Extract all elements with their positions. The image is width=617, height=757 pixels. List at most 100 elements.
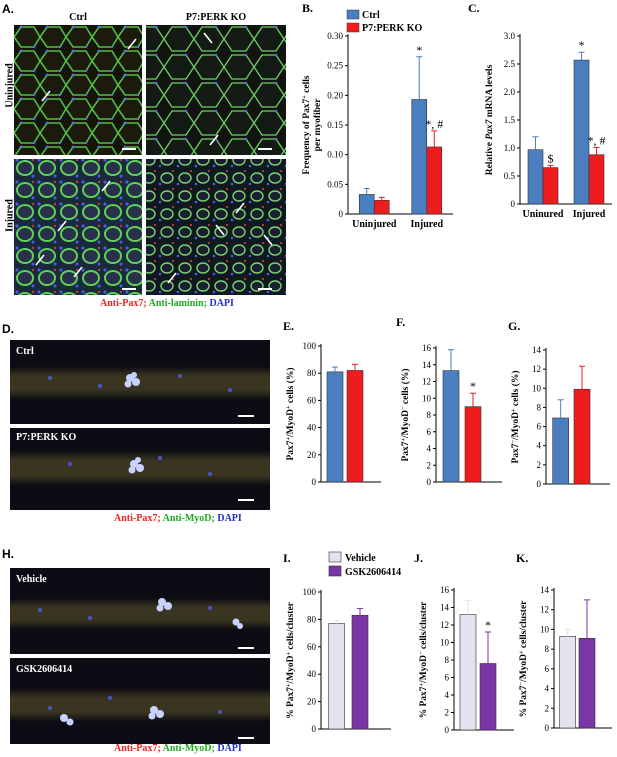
chart-b-ylabel-seg: cells [302, 75, 312, 95]
chart-k-ylabel-seg: % Pax7 [519, 685, 529, 717]
y-tick-label: 2.0 [504, 87, 516, 97]
chart-f-ylabel-seg: − [401, 406, 407, 410]
chart-j-letter: J. [414, 551, 423, 565]
chart-k-ylabel-seg: + [519, 650, 525, 654]
chart-e-ylabel-seg: + [286, 405, 292, 409]
y-tick-label: 3.0 [504, 31, 516, 41]
chart-g-ylabel-line: Pax7−/MyoD+ cells (%) [510, 370, 521, 463]
y-tick-label: 6 [545, 664, 550, 674]
y-tick-label: 0 [445, 725, 450, 735]
micrograph-ctrl-uninjured [14, 25, 142, 155]
panel-d-micrographs [10, 340, 270, 510]
chart-g-ylabel-seg: Pax7 [511, 443, 521, 463]
chart-b-letter: B. [302, 1, 313, 15]
legend-swatch [328, 551, 342, 563]
y-tick-label: 10 [532, 383, 542, 393]
y-tick-label: 0.15 [327, 120, 343, 130]
stain-legend-pax7: Anti-Pax7; [100, 298, 147, 309]
significance-marker: $ [548, 151, 554, 165]
x-category-label: Injured [410, 219, 443, 230]
chart-j: J. 0 2 4 6 8 10 12 14 16 % Pax7+/MyoD− cells/clust… [414, 551, 514, 735]
bar [552, 417, 569, 485]
panel-d-image-label-ctrl: Ctrl [16, 346, 34, 357]
panel-h-stain-legend: Anti-Pax7; Anti-MyoD; DAPI [114, 743, 242, 754]
panel-d-letter: D. [2, 322, 14, 336]
panel-h-letter: H. [2, 547, 14, 561]
chart-g-ylabel-seg: + [511, 408, 517, 412]
bar [559, 636, 576, 729]
y-tick-label: 10 [422, 393, 432, 403]
y-tick-label: 0.20 [327, 90, 343, 100]
chart-i-ylabel-seg: % Pax7 [286, 687, 296, 719]
stain-legend-laminin: Anti-laminin; [146, 298, 207, 309]
bar-p7-perk-ko [426, 146, 443, 215]
bar [328, 623, 345, 730]
panel-h-image-label-vehicle: Vehicle [16, 574, 47, 585]
bar [459, 614, 477, 731]
chart-j-ylabel-seg: − [419, 651, 425, 655]
chart-g: G. 0 2 4 6 8 10 12 14 Pax7−/MyoD+ cells (%) [508, 320, 610, 489]
stain-legend-myod: Anti-MyoD; [160, 743, 215, 754]
chart-g-ylabel-seg: − [511, 439, 517, 443]
chart-b-ylabel: per myofiber [313, 98, 323, 152]
chart-b-ylabel: Frequency of Pax7+ cells [302, 75, 312, 174]
panel-h-micrographs [10, 568, 270, 744]
chart-b-ylabel-line: Frequency of Pax7+ cells [302, 75, 312, 174]
y-tick-label: 10 [440, 638, 450, 648]
y-tick-label: 12 [540, 605, 549, 615]
y-tick-label: 16 [440, 585, 450, 595]
chart-k-ylabel-seg: cells/cluster [519, 600, 529, 651]
chart-g-ylabel-seg: cells (%) [510, 370, 521, 408]
y-tick-label: 6 [537, 422, 542, 432]
y-tick-label: 60 [307, 642, 317, 652]
bar-ctrl [573, 59, 590, 205]
panel-a-letter: A. [2, 2, 14, 16]
chart-c-ylabel-line: Relative Pax7 mRNA levels [485, 64, 495, 175]
y-tick-label: 1.5 [504, 115, 516, 125]
bar [442, 370, 460, 483]
arrow-markers [35, 32, 273, 284]
micrograph-ctrl-injured [14, 159, 142, 295]
chart-f-ylabel-seg: cells (%) [400, 368, 411, 406]
y-tick-label: 0 [312, 477, 317, 487]
chart-e-ylabel: Pax7+/MyoD+ cells (%) [285, 367, 296, 460]
chart-c-letter: C. [468, 1, 480, 15]
y-tick-label: 0.5 [504, 171, 516, 181]
x-category-label: Injured [573, 209, 606, 220]
chart-f-ylabel: Pax7+/MyoD− cells (%) [400, 368, 411, 461]
y-tick-label: 8 [427, 410, 432, 420]
chart-f-ylabel-seg: + [401, 437, 407, 441]
panel-a-col-label-ko: P7:PERK KO [185, 12, 247, 23]
stain-legend-pax7: Anti-Pax7; [114, 743, 161, 754]
y-tick-label: 10 [540, 624, 550, 634]
chart-c: C. 0 0.5 1.0 1.5 2.0 2.5 3.0 Relative Pax7 mRNA … [468, 1, 612, 220]
panel-d-image-label-ko: P7:PERK KO [16, 432, 77, 443]
y-tick-label: 14 [540, 585, 550, 595]
bar [578, 638, 596, 729]
bar [479, 663, 497, 731]
legend-label: GSK2606414 [345, 567, 401, 578]
y-tick-label: 16 [422, 343, 432, 353]
chart-j-ylabel-seg: + [419, 682, 425, 686]
y-tick-label: 0 [427, 477, 432, 487]
chart-j-ylabel: % Pax7+/MyoD− cells/cluster [419, 601, 429, 719]
legend-label: P7:PERK KO [362, 23, 422, 34]
stain-legend-pax7: Anti-Pax7; [114, 513, 161, 524]
chart-i-ylabel-seg: + [286, 683, 292, 687]
chart-e-ylabel-seg: cells (%) [285, 367, 296, 405]
chart-e-letter: E. [283, 320, 294, 333]
stain-legend-myod: Anti-MyoD; [160, 513, 215, 524]
legend-swatch [346, 9, 360, 20]
y-tick-label: 20 [307, 697, 317, 707]
y-tick-label: 100 [303, 587, 317, 597]
chart-k-ylabel: % Pax7−/MyoD+ cells/cluster [519, 600, 529, 718]
y-tick-label: 0 [511, 199, 516, 209]
chart-b-ylabel-seg: + [302, 95, 308, 99]
y-tick-label: 14 [440, 603, 450, 613]
chart-c-ylabel-seg: Relative [485, 140, 495, 176]
chart-k-ylabel-seg: − [519, 681, 525, 685]
y-tick-label: 60 [307, 395, 317, 405]
y-tick-label: 6 [427, 427, 432, 437]
y-tick-label: 2 [537, 460, 542, 470]
bar-p7-perk-ko [542, 167, 559, 205]
